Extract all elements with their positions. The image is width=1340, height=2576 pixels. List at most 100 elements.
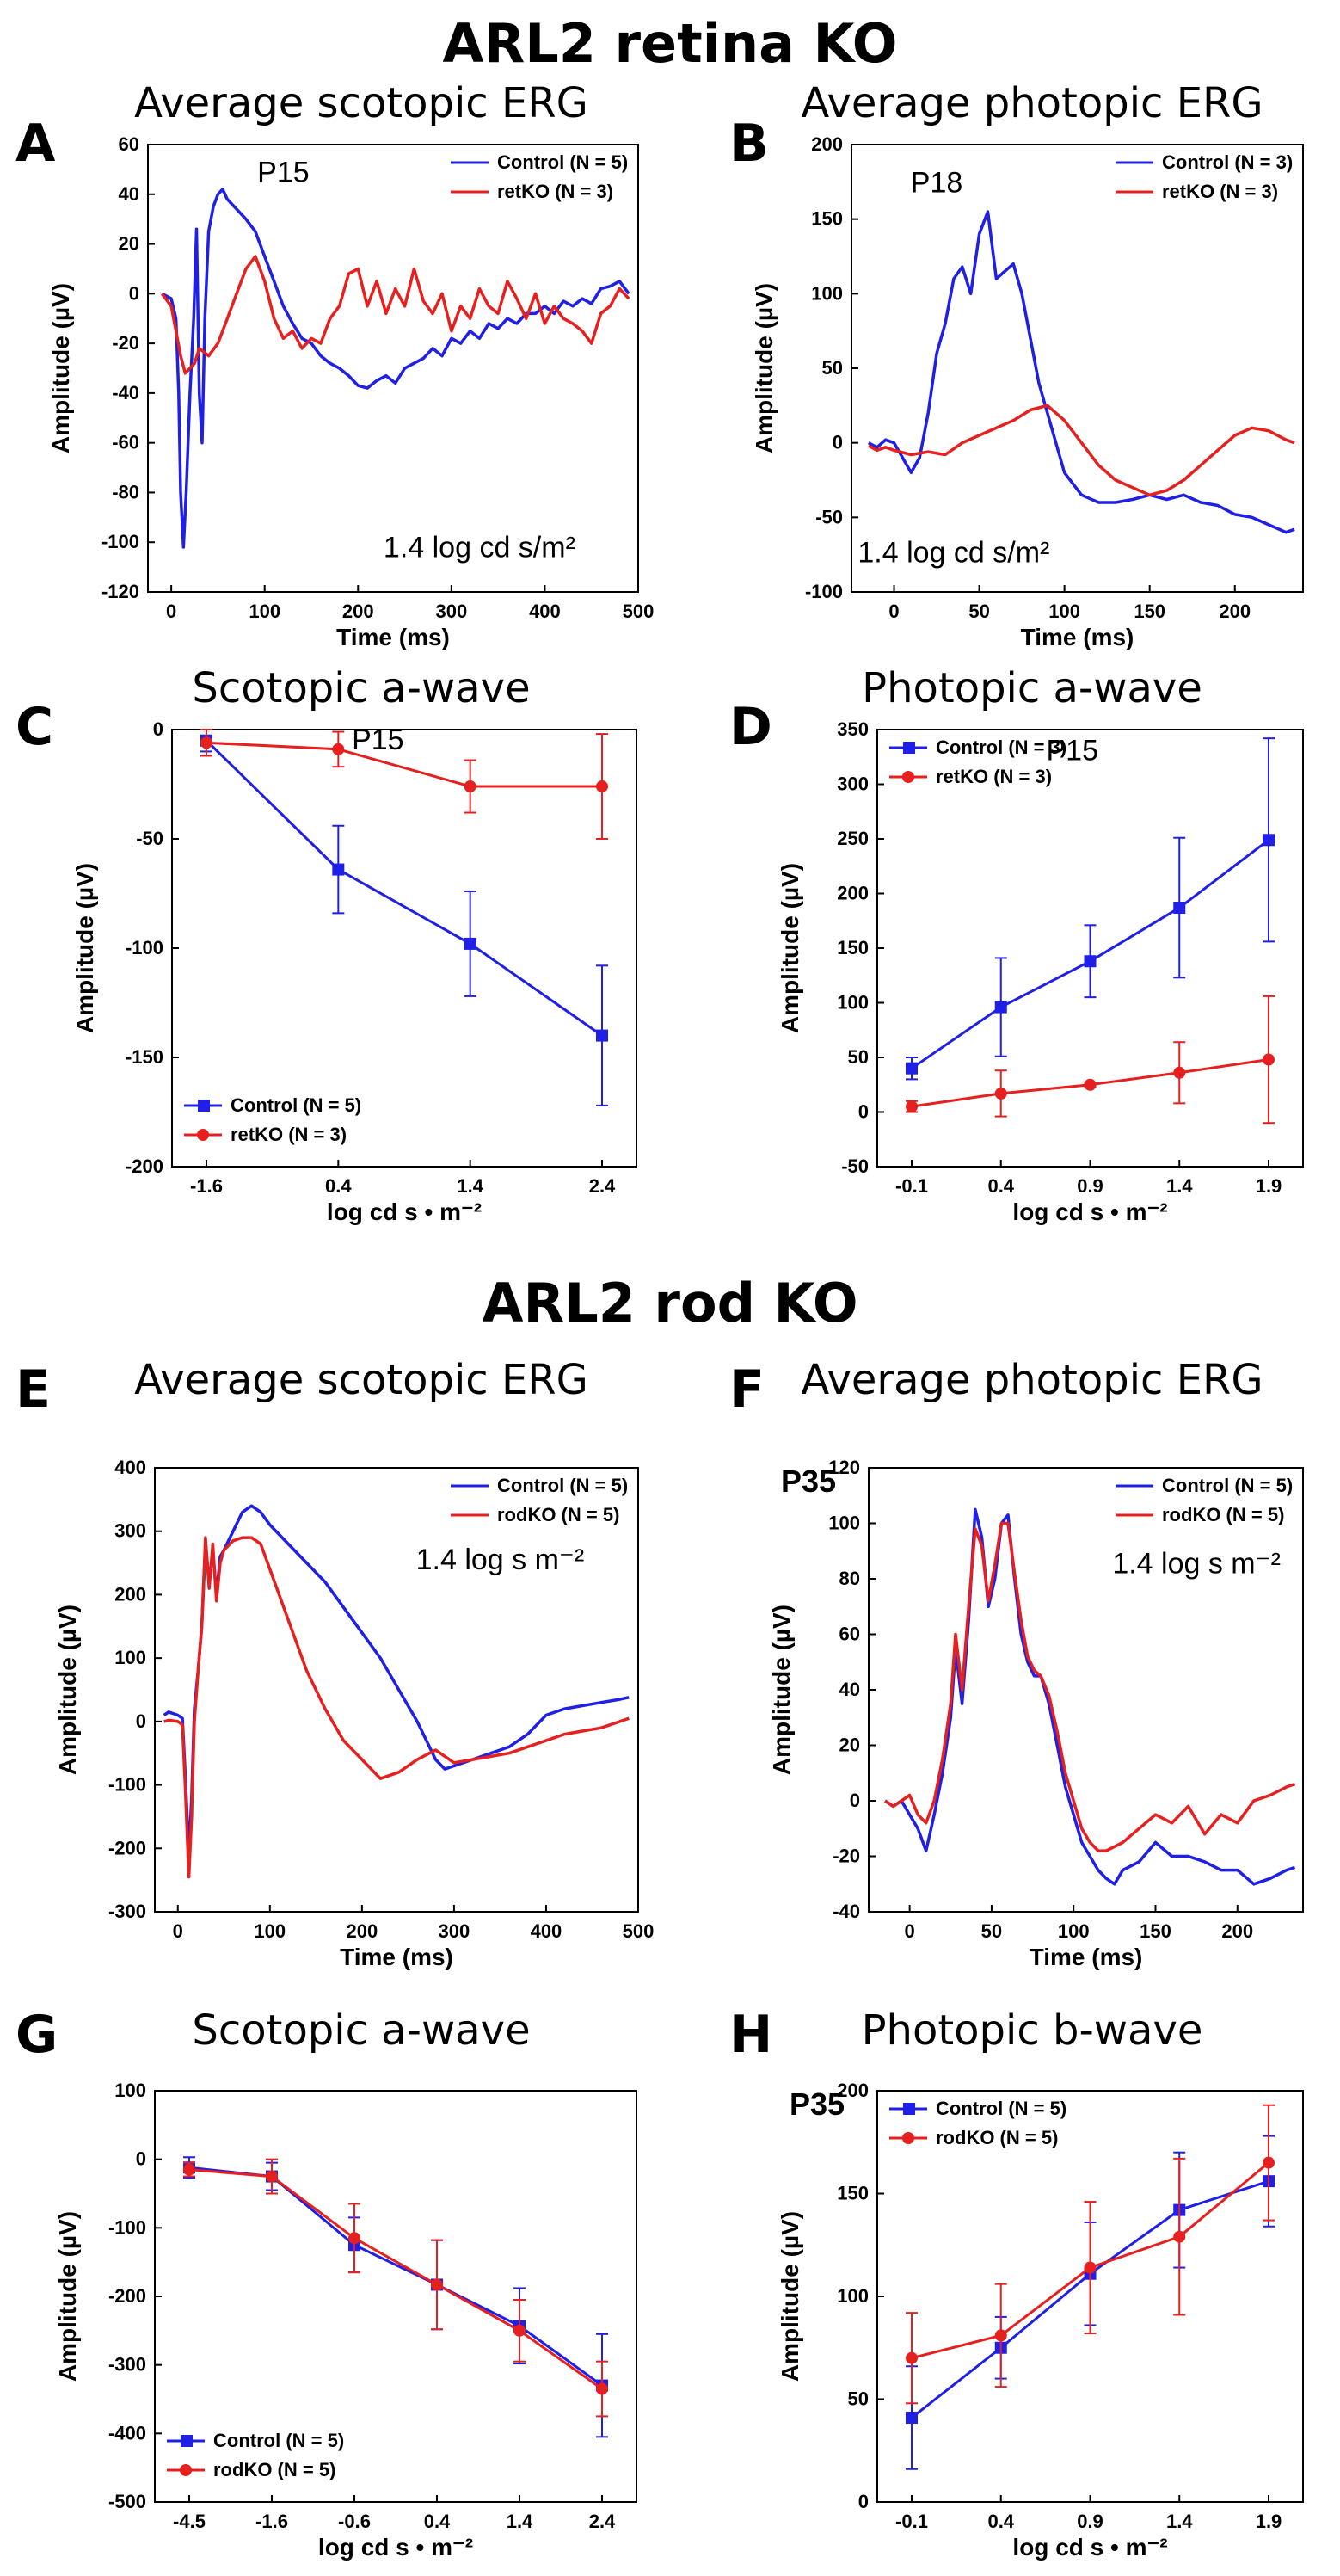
chart-d-xtick-label: 1.4: [1166, 1175, 1193, 1197]
chart-d-xtick-label: 0.9: [1077, 1175, 1103, 1197]
chart-d-data-point: [1173, 1066, 1186, 1079]
chart-d-data-point: [1084, 955, 1097, 968]
chart-f-annotation: P35: [781, 1464, 836, 1499]
chart-a-ytick-label: -100: [101, 531, 139, 552]
chart-a-ytick-label: 60: [119, 133, 139, 155]
chart-d-annotation: P15: [1047, 735, 1099, 767]
chart-e-ytick-label: -100: [108, 1774, 146, 1796]
chart-g-ytick-label: -100: [108, 2216, 146, 2238]
panel-title-g: Scotopic a-wave: [192, 2006, 531, 2055]
chart-d-xtick-label: 1.9: [1256, 1175, 1282, 1197]
chart-a-xtick-label: 200: [342, 601, 374, 622]
chart-a-series-line: [161, 188, 630, 549]
chart-c-xtick-label: 1.4: [457, 1175, 483, 1197]
chart-f-ytick-label: 20: [839, 1735, 860, 1756]
chart-h-ytick-label: 200: [837, 2080, 869, 2101]
chart-a-annotation: P15: [257, 156, 310, 188]
chart-h-photopic-b-wave: 0 50 100 150 200 -0.1 0.4 0.9 1.4 1.9 log cd s • m…: [777, 2080, 1304, 2561]
chart-f-ytick-label: -40: [833, 1901, 860, 1922]
chart-d-xtick-label: 0.4: [987, 1175, 1014, 1197]
chart-a-ytick-label: -60: [112, 432, 139, 453]
chart-h-xtick-label: 0.9: [1077, 2511, 1103, 2532]
chart-d-ytick-label: 200: [837, 883, 869, 904]
chart-e-xtick-label: 200: [346, 1920, 378, 1942]
chart-d-ytick-label: 350: [837, 718, 869, 740]
chart-f-xtick-label: 100: [1058, 1920, 1090, 1942]
chart-e-ytick-label: 300: [114, 1520, 146, 1542]
chart-g-data-point: [266, 2170, 278, 2183]
chart-b-ytick-label: 100: [811, 282, 843, 304]
chart-e-xtick-label: 400: [531, 1920, 562, 1942]
panel-title-f: Average photopic ERG: [801, 1356, 1263, 1404]
chart-a-legend-label: retKO (N = 3): [497, 181, 613, 202]
chart-b-frame: [851, 144, 1304, 593]
chart-h-xtick-label: 0.4: [987, 2511, 1014, 2532]
chart-f-xlabel: Time (ms): [1030, 1944, 1143, 1970]
chart-d-ytick-label: 150: [837, 937, 869, 958]
chart-d-ytick-label: 0: [858, 1101, 869, 1123]
chart-d-legend-marker: [902, 771, 914, 783]
panel-title-b: Average photopic ERG: [801, 79, 1263, 127]
chart-f-photopic-erg: -40 -20 0 20 40 60 80 100 120 0 50 100 150 200 Time (m…: [768, 1457, 1304, 1970]
chart-f-ytick-label: -20: [833, 1846, 860, 1867]
chart-g-data-point: [431, 2278, 443, 2291]
chart-h-legend-label: rodKO (N = 5): [936, 2127, 1058, 2148]
chart-a-legend-label: Control (N = 5): [497, 151, 628, 173]
chart-a-xtick-label: 300: [435, 601, 467, 622]
chart-d-data-point: [1263, 1053, 1275, 1066]
chart-e-ytick-label: -200: [108, 1837, 146, 1858]
chart-h-annotation: P35: [790, 2086, 845, 2122]
chart-b-xtick-label: 150: [1134, 601, 1165, 622]
chart-d-data-point: [994, 1001, 1007, 1014]
chart-f-xtick-label: 200: [1221, 1920, 1253, 1942]
chart-f-xtick-label: 150: [1140, 1920, 1171, 1942]
panel-letter-d: D: [729, 697, 772, 757]
chart-c-legend-label: retKO (N = 3): [231, 1124, 347, 1145]
chart-a-series-line: [160, 255, 630, 375]
chart-f-ylabel: Amplitude (µV): [768, 1605, 795, 1775]
chart-a-ylabel: Amplitude (µV): [47, 283, 74, 453]
chart-f-xtick-label: 0: [905, 1920, 915, 1942]
panel-title-e: Average scotopic ERG: [134, 1356, 588, 1404]
chart-d-data-point: [1084, 1078, 1097, 1091]
chart-h-xtick-label: -0.1: [895, 2511, 928, 2532]
chart-f-ytick-label: 40: [839, 1679, 860, 1700]
chart-a-ytick-label: -120: [101, 581, 139, 602]
chart-c-legend-marker: [198, 1100, 210, 1112]
chart-b-ytick-label: 150: [811, 208, 843, 230]
panel-title-d: Photopic a-wave: [862, 664, 1202, 712]
chart-b-annotation: P18: [911, 166, 963, 199]
chart-g-scotopic-a-wave: -500 -400 -300 -200 -100 0 100 -4.5 -1.6 -0.6 0.4 1…: [54, 2080, 637, 2561]
chart-d-data-point: [994, 1087, 1007, 1100]
chart-b-photopic-erg: -100 -50 0 50 100 150 200 0 50 100 150 200 Time (ms)…: [751, 133, 1304, 650]
chart-e-series-line: [163, 1536, 630, 1879]
chart-b-legend-label: retKO (N = 3): [1162, 181, 1278, 202]
chart-h-legend-marker: [903, 2103, 915, 2115]
chart-c-series-line: [206, 741, 602, 788]
chart-g-ytick-label: 100: [114, 2080, 146, 2101]
chart-f-legend-label: Control (N = 5): [1162, 1475, 1293, 1496]
chart-b-xtick-label: 100: [1048, 601, 1080, 622]
chart-g-ytick-label: 0: [136, 2148, 146, 2170]
chart-h-ytick-label: 50: [848, 2388, 869, 2410]
chart-a-xtick-label: 0: [166, 601, 176, 622]
panel-letter-f: F: [729, 1359, 765, 1420]
chart-c-data-point: [464, 937, 476, 950]
chart-e-xtick-label: 500: [623, 1920, 655, 1942]
chart-h-data-point: [994, 2329, 1007, 2342]
chart-d-ytick-label: 250: [837, 828, 869, 849]
chart-b-series-line: [867, 210, 1295, 534]
panel-letter-a: A: [15, 114, 56, 174]
chart-f-ytick-label: 120: [828, 1457, 860, 1478]
chart-b-legend-label: Control (N = 3): [1162, 151, 1293, 173]
chart-f-ytick-label: 80: [839, 1568, 860, 1589]
chart-h-ytick-label: 150: [837, 2183, 869, 2204]
chart-g-data-point: [348, 2232, 360, 2245]
chart-c-ytick-label: -200: [126, 1156, 163, 1177]
chart-h-xlabel: log cd s • m⁻²: [1012, 2534, 1167, 2561]
chart-c-annotation: P15: [352, 724, 404, 756]
chart-e-xtick-label: 0: [173, 1920, 183, 1942]
chart-g-series-line: [188, 2168, 603, 2390]
panel-letter-c: C: [15, 697, 54, 757]
chart-f-series-line: [884, 1521, 1296, 1852]
